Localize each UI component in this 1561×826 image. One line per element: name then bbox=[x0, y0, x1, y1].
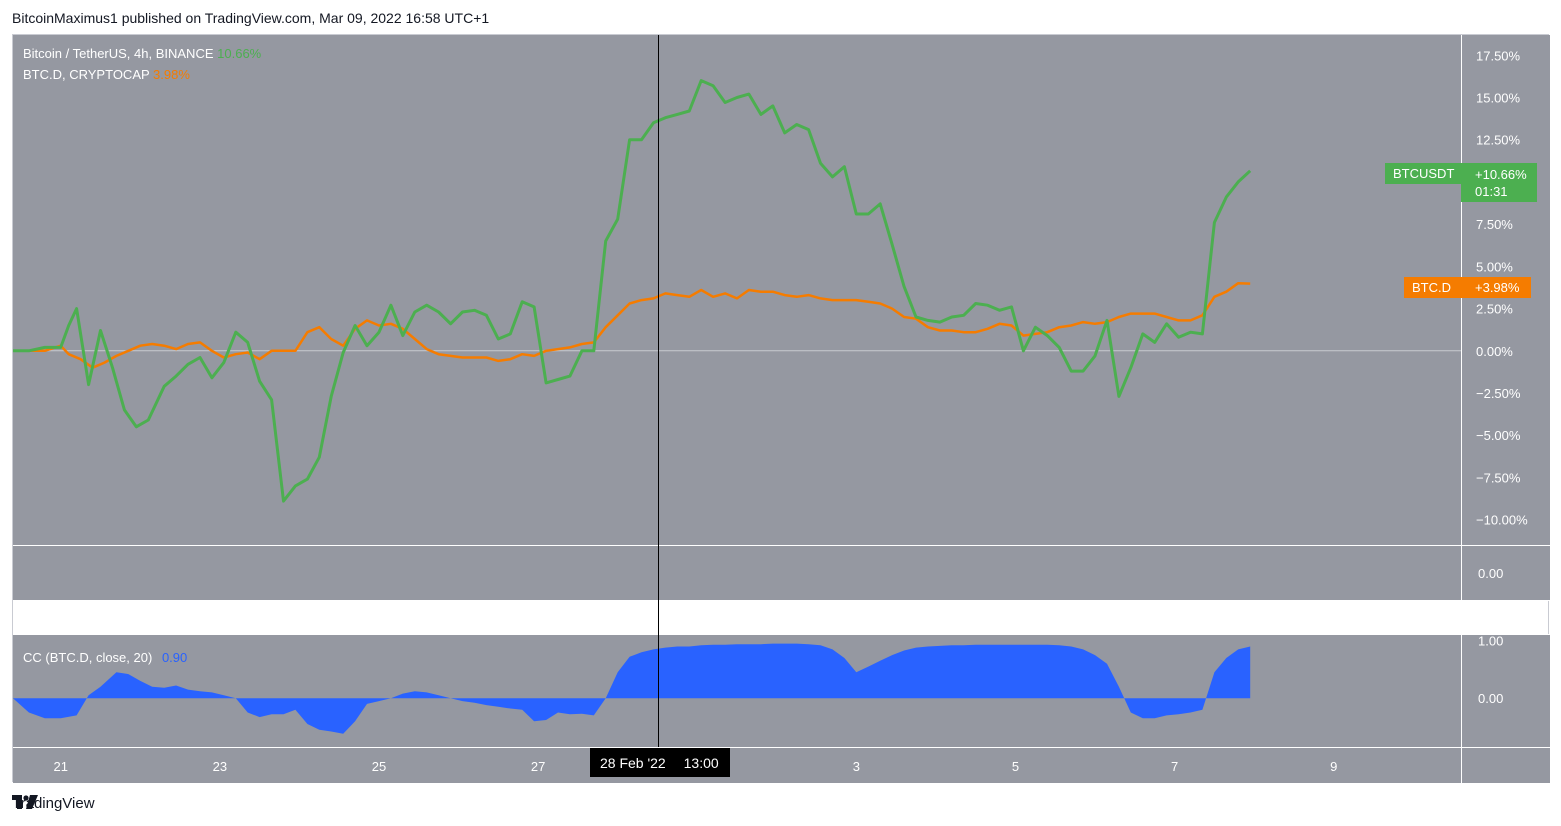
chart-canvas[interactable]: 17.50%15.00%12.50%10.00%7.50%5.00%2.50%0… bbox=[13, 35, 1550, 783]
legend-btcd-label: BTC.D, CRYPTOCAP bbox=[23, 67, 150, 82]
main-pane-bg bbox=[13, 35, 1461, 545]
crosshair-date: 28 Feb '22 bbox=[600, 755, 666, 771]
time-axis-label: 21 bbox=[54, 759, 68, 774]
chart-frame: 17.50%15.00%12.50%10.00%7.50%5.00%2.50%0… bbox=[12, 34, 1550, 783]
btcd-price-tag: +3.98% bbox=[1461, 277, 1531, 298]
indicator-scale-label: 1.00 bbox=[1478, 634, 1503, 649]
price-scale-label: −2.50% bbox=[1476, 386, 1521, 401]
tradingview-footer[interactable]: TradingView bbox=[12, 795, 95, 812]
price-scale-label: 12.50% bbox=[1476, 133, 1521, 148]
indicator-scale-label: 0.00 bbox=[1478, 691, 1503, 706]
legend-btcusdt-value: 10.66% bbox=[217, 46, 262, 61]
publisher-line: BitcoinMaximus1 published on TradingView… bbox=[12, 10, 490, 26]
price-scale-label: −10.00% bbox=[1476, 513, 1528, 528]
price-scale-label: 0.00% bbox=[1476, 344, 1513, 359]
price-scale-label: −5.00% bbox=[1476, 428, 1521, 443]
btcusdt-countdown: 01:31 bbox=[1475, 184, 1508, 199]
legend-btcusdt-label: Bitcoin / TetherUS, 4h, BINANCE bbox=[23, 46, 214, 61]
legend-cc-label: CC (BTC.D, close, 20) bbox=[23, 650, 153, 665]
price-scale-label: 15.00% bbox=[1476, 90, 1521, 105]
time-axis-corner bbox=[1461, 747, 1550, 783]
tradingview-logo-icon bbox=[12, 795, 38, 809]
middle-pane-bg bbox=[13, 546, 1461, 600]
time-axis-bg bbox=[13, 747, 1461, 783]
legend-cc[interactable]: CC (BTC.D, close, 20) 0.90 bbox=[23, 650, 187, 665]
legend-btcd-value: 3.98% bbox=[153, 67, 190, 82]
legend-btcd[interactable]: BTC.D, CRYPTOCAP 3.98% bbox=[23, 67, 190, 82]
price-scale-label: 17.50% bbox=[1476, 48, 1521, 63]
indicator-scale-bg bbox=[1461, 635, 1550, 747]
crosshair-time-label: 28 Feb '22 13:00 bbox=[590, 748, 730, 777]
middle-pane-zero-label: 0.00 bbox=[1478, 566, 1503, 581]
indicator-pane bbox=[13, 643, 1251, 734]
price-scale-label: 7.50% bbox=[1476, 217, 1513, 232]
time-axis-label: 25 bbox=[372, 759, 386, 774]
btcusdt-symbol-tag: BTCUSDT bbox=[1385, 163, 1461, 184]
time-axis-label: 27 bbox=[531, 759, 545, 774]
legend-cc-value: 0.90 bbox=[161, 650, 188, 665]
time-axis-label: 7 bbox=[1171, 759, 1178, 774]
main-pane bbox=[13, 79, 1461, 503]
btcusdt-series-line bbox=[13, 79, 1252, 503]
time-axis-label: 9 bbox=[1330, 759, 1337, 774]
price-scale-label: −7.50% bbox=[1476, 470, 1521, 485]
legend-btcusdt[interactable]: Bitcoin / TetherUS, 4h, BINANCE 10.66% bbox=[23, 46, 261, 61]
btcd-price-value: +3.98% bbox=[1475, 280, 1520, 295]
price-scale-label: 2.50% bbox=[1476, 302, 1513, 317]
crosshair-time: 13:00 bbox=[683, 755, 719, 771]
btcusdt-price-value: +10.66% bbox=[1475, 167, 1527, 182]
time-axis-label: 3 bbox=[853, 759, 860, 774]
time-axis-label: 5 bbox=[1012, 759, 1019, 774]
middle-scale-bg bbox=[1461, 546, 1550, 600]
time-axis-label: 23 bbox=[213, 759, 227, 774]
cc-area bbox=[13, 643, 1251, 734]
price-scale-label: 5.00% bbox=[1476, 259, 1513, 274]
btcd-symbol-tag: BTC.D bbox=[1404, 277, 1461, 298]
btcusdt-price-tag: +10.66% 01:31 bbox=[1461, 163, 1537, 202]
